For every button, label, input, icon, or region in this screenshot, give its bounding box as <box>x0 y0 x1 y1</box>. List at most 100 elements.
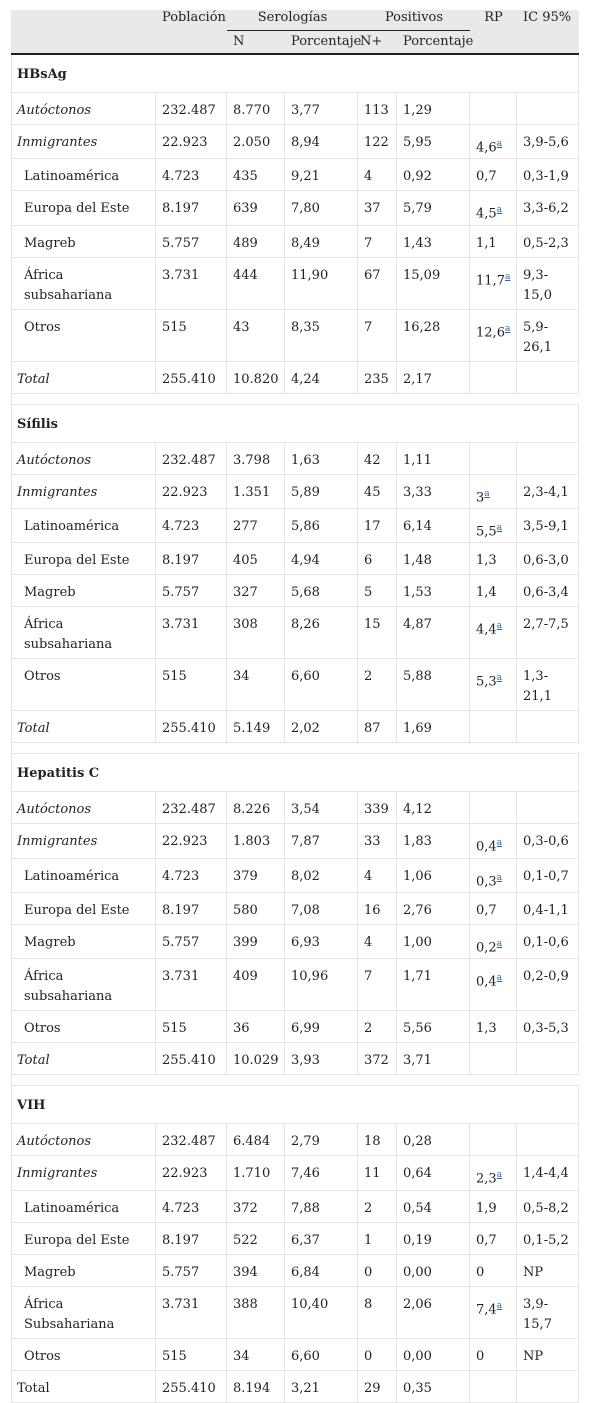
row-label: Latinoamérica <box>11 508 156 544</box>
footnote-link[interactable]: a <box>504 271 511 282</box>
footnote-link[interactable]: a <box>496 973 503 984</box>
cell-n: 2.050 <box>227 125 285 160</box>
cell-ic <box>517 442 580 475</box>
footnote-marker[interactable]: a <box>497 1167 502 1180</box>
header-positivos: Positivos <box>358 10 471 31</box>
cell-rp: 3a <box>470 474 518 509</box>
cell-porcentaje-positivos: 3,71 <box>397 1043 471 1076</box>
cell-porcentaje-positivos: 0,35 <box>397 1370 471 1403</box>
cell-porcentaje: 6,84 <box>285 1254 358 1287</box>
cell-ic: 3,9-15,7 <box>517 1286 580 1339</box>
footnote-link[interactable]: a <box>496 1170 503 1181</box>
cell-porcentaje-positivos: 4,87 <box>397 607 471 660</box>
cell-poblacion: 5.757 <box>156 225 227 258</box>
table-row: África subsahariana 3.731 444 11,90 67 15,09 1… <box>11 257 580 310</box>
cell-porcentaje-positivos: 1,43 <box>397 225 471 258</box>
cell-n: 8.226 <box>227 792 285 825</box>
footnote-link[interactable]: a <box>496 205 503 216</box>
footnote-marker[interactable]: a <box>497 1298 502 1311</box>
cell-n: 1.803 <box>227 824 285 859</box>
cell-poblacion: 232.487 <box>156 442 227 475</box>
footnote-link[interactable]: a <box>496 522 503 533</box>
cell-poblacion: 4.723 <box>156 508 227 544</box>
section-header: VIH <box>11 1086 580 1125</box>
row-label: África subsahariana <box>11 607 156 660</box>
footnote-marker[interactable]: a <box>497 835 502 848</box>
table-row: Inmigrantes 22.923 1.803 7,87 33 1,83 0,4a 0,3-… <box>11 824 580 859</box>
footnote-marker[interactable]: a <box>497 136 502 149</box>
footnote-marker[interactable]: a <box>497 936 502 949</box>
footnote-marker[interactable]: a <box>505 269 510 282</box>
table-row: Latinoamérica 4.723 372 7,88 2 0,54 1,9 0,5-8,2 <box>11 1190 580 1223</box>
footnote-marker[interactable]: a <box>497 618 502 631</box>
cell-ic <box>517 93 580 125</box>
cell-rp: 7,4a <box>470 1286 518 1339</box>
cell-npos: 5 <box>358 575 397 608</box>
section-header: HBsAg <box>11 55 580 93</box>
footnote-link[interactable]: a <box>496 838 503 849</box>
cell-npos: 2 <box>358 1011 397 1044</box>
cell-npos: 4 <box>358 858 397 893</box>
footnote-marker[interactable]: a <box>497 870 502 883</box>
cell-porcentaje-positivos: 2,76 <box>397 892 471 925</box>
footnote-marker[interactable]: a <box>497 670 502 683</box>
cell-rp: 0,7 <box>470 1222 518 1255</box>
footnote-marker[interactable]: a <box>484 486 489 499</box>
footnote-link[interactable]: a <box>496 1300 503 1311</box>
cell-npos: 0 <box>358 1338 397 1371</box>
header-serologias: Serologías <box>227 10 358 31</box>
cell-poblacion: 232.487 <box>156 1124 227 1157</box>
cell-ic: 0,3-1,9 <box>517 159 580 192</box>
cell-poblacion: 255.410 <box>156 1043 227 1076</box>
section-title: HBsAg <box>11 55 580 93</box>
footnote-marker[interactable]: a <box>497 202 502 215</box>
footnote-link[interactable]: a <box>484 488 490 499</box>
table-row: Otros 515 36 6,99 2 5,56 1,3 0,3-5,3 <box>11 1011 580 1044</box>
table-row: Europa del Este 8.197 580 7,08 16 2,76 0,7 0,4-… <box>11 892 580 925</box>
cell-ic: 5,9-26,1 <box>517 309 580 362</box>
cell-poblacion: 8.197 <box>156 892 227 925</box>
footnote-link[interactable]: a <box>496 621 503 632</box>
header-porcentaje: Porcentaje <box>285 31 361 55</box>
cell-n: 43 <box>227 309 285 362</box>
footnote-marker[interactable]: a <box>505 321 510 334</box>
cell-rp: 12,6a <box>470 309 518 362</box>
cell-porcentaje: 10,96 <box>285 959 358 1012</box>
cell-porcentaje: 11,90 <box>285 257 358 310</box>
section-spacer <box>11 1075 580 1087</box>
cell-poblacion: 232.487 <box>156 792 227 825</box>
cell-poblacion: 3.731 <box>156 959 227 1012</box>
row-label: Otros <box>11 659 156 712</box>
row-label: Inmigrantes <box>11 474 156 509</box>
footnote-link[interactable]: a <box>504 323 511 334</box>
cell-poblacion: 8.197 <box>156 1222 227 1255</box>
footnote-link[interactable]: a <box>496 139 503 149</box>
cell-npos: 87 <box>358 711 397 744</box>
spacer-cell <box>11 393 580 405</box>
cell-poblacion: 5.757 <box>156 575 227 608</box>
cell-poblacion: 515 <box>156 1011 227 1044</box>
row-label: Total <box>11 361 156 394</box>
footnote-link[interactable]: a <box>496 938 503 949</box>
footnote-link[interactable]: a <box>496 673 503 684</box>
row-label: Total <box>11 1370 156 1403</box>
cell-porcentaje: 8,02 <box>285 858 358 893</box>
row-label: Europa del Este <box>11 892 156 925</box>
serology-table: Población Serologías Positivos RP IC 95%… <box>11 10 580 1403</box>
cell-poblacion: 22.923 <box>156 125 227 160</box>
cell-poblacion: 255.410 <box>156 711 227 744</box>
footnote-link[interactable]: a <box>496 872 503 883</box>
cell-npos: 339 <box>358 792 397 825</box>
footnote-marker[interactable]: a <box>497 970 502 983</box>
cell-n: 5.149 <box>227 711 285 744</box>
cell-poblacion: 515 <box>156 1338 227 1371</box>
cell-porcentaje-positivos: 1,06 <box>397 858 471 893</box>
cell-npos: 18 <box>358 1124 397 1157</box>
footnote-marker[interactable]: a <box>497 520 502 533</box>
row-label: Magreb <box>11 575 156 608</box>
section-title: Hepatitis C <box>11 754 580 793</box>
cell-rp: 11,7a <box>470 257 518 310</box>
cell-porcentaje: 2,02 <box>285 711 358 744</box>
cell-porcentaje-positivos: 15,09 <box>397 257 471 310</box>
cell-porcentaje: 7,87 <box>285 824 358 859</box>
